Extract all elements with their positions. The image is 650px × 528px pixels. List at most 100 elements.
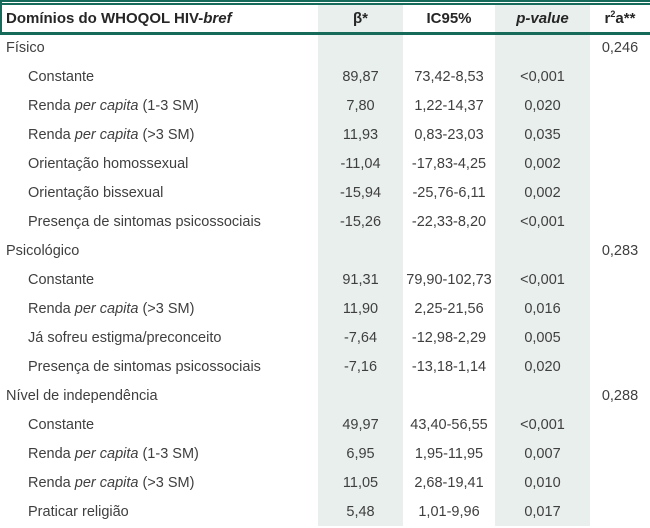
row-label-suffix: (>3 SM) xyxy=(138,126,195,143)
table-row: Orientação homossexual -11,04 -17,83-4,2… xyxy=(0,149,650,178)
table-row: Presença de sintomas psicossociais -7,16… xyxy=(0,352,650,381)
row-label-italic: per capita xyxy=(74,126,139,143)
ic95-value-cell: -17,83-4,25 xyxy=(411,155,487,172)
pvalue-cell: 0,020 xyxy=(495,352,590,381)
r2a-value-cell xyxy=(590,149,650,178)
r2a-value-cell xyxy=(590,410,650,439)
row-label: Renda xyxy=(28,97,75,114)
r2a-value-cell xyxy=(590,468,650,497)
header-title-text: Domínios do WHOQOL HIV- xyxy=(6,9,204,27)
row-label: Orientação bissexual xyxy=(28,184,164,201)
beta-value-cell: 89,87 xyxy=(318,62,403,91)
column-header-ic95: IC95% xyxy=(403,5,495,35)
beta-value-cell: 11,93 xyxy=(318,120,403,149)
row-label: Renda xyxy=(28,300,75,317)
ic95-value-cell: -22,33-8,20 xyxy=(411,213,487,230)
ic95-value-cell: 73,42-8,53 xyxy=(414,68,484,85)
table-row: Renda per capita (>3 SM) 11,93 0,83-23,0… xyxy=(0,120,650,149)
ic95-value-cell: -12,98-2,29 xyxy=(411,329,487,346)
table-row: Nível de independência 0,288 xyxy=(0,381,650,410)
table-row: Constante 91,31 79,90-102,73 <0,001 xyxy=(0,265,650,294)
row-label-italic: per capita xyxy=(74,474,139,491)
header-title-italic: bref xyxy=(203,9,232,27)
r2a-value-cell xyxy=(590,120,650,149)
ic95-value-cell xyxy=(403,381,495,410)
pvalue-cell: <0,001 xyxy=(495,265,590,294)
row-label: Constante xyxy=(28,68,95,85)
regression-results-table: Domínios do WHOQOL HIV-bref β* IC95% p-v… xyxy=(0,5,650,526)
table-body: Físico 0,246 Constante 89,87 73,42-8,53 … xyxy=(0,33,650,526)
pvalue-cell: 0,010 xyxy=(495,468,590,497)
r2a-value-cell xyxy=(590,91,650,120)
pvalue-cell: 0,035 xyxy=(495,120,590,149)
row-label: Já sofreu estigma/preconceito xyxy=(28,329,222,346)
row-label-cell: Físico xyxy=(0,33,318,62)
row-label-cell: Constante xyxy=(0,410,318,439)
beta-value-cell: 11,90 xyxy=(318,294,403,323)
pvalue-cell: 0,017 xyxy=(495,497,590,526)
beta-value-cell: -15,94 xyxy=(318,178,403,207)
beta-value-cell: 5,48 xyxy=(318,497,403,526)
column-header-pvalue: p-value xyxy=(495,5,590,35)
r2a-value-cell: 0,246 xyxy=(601,40,639,57)
pvalue-cell xyxy=(495,236,590,265)
row-label: Psicológico xyxy=(6,242,80,259)
pvalue-cell: 0,002 xyxy=(495,149,590,178)
table-row: Renda per capita (1-3 SM) 6,95 1,95-11,9… xyxy=(0,439,650,468)
table-row: Psicológico 0,283 xyxy=(0,236,650,265)
beta-value-cell xyxy=(318,381,403,410)
table-row: Renda per capita (>3 SM) 11,05 2,68-19,4… xyxy=(0,468,650,497)
row-label-suffix: (1-3 SM) xyxy=(138,445,199,462)
beta-value-cell: -15,26 xyxy=(318,207,403,236)
ic95-value-cell: -13,18-1,14 xyxy=(411,358,487,375)
pvalue-cell: <0,001 xyxy=(495,410,590,439)
row-label: Presença de sintomas psicossociais xyxy=(28,213,261,230)
row-label-cell: Nível de independência xyxy=(0,381,318,410)
ic95-value-cell xyxy=(403,236,495,265)
ic95-value-cell: 0,83-23,03 xyxy=(414,126,484,143)
r2a-value-cell xyxy=(590,352,650,381)
row-label: Nível de independência xyxy=(6,387,158,404)
row-label-cell: Renda per capita (1-3 SM) xyxy=(0,439,318,468)
table-row: Praticar religião 5,48 1,01-9,96 0,017 xyxy=(0,497,650,526)
beta-value-cell: 49,97 xyxy=(318,410,403,439)
column-header-r2a: r2a** xyxy=(590,5,650,35)
table-row: Presença de sintomas psicossociais -15,2… xyxy=(0,207,650,236)
pvalue-cell: 0,016 xyxy=(495,294,590,323)
table-row: Físico 0,246 xyxy=(0,33,650,62)
row-label: Renda xyxy=(28,445,75,462)
r2a-value-cell xyxy=(590,62,650,91)
row-label-cell: Renda per capita (>3 SM) xyxy=(0,468,318,497)
r2a-value-cell xyxy=(590,178,650,207)
row-label: Renda xyxy=(28,126,75,143)
table-top-double-border xyxy=(0,0,650,5)
row-label: Presença de sintomas psicossociais xyxy=(28,358,261,375)
ic95-value-cell: -25,76-6,11 xyxy=(412,184,486,201)
beta-value-cell: 11,05 xyxy=(318,468,403,497)
pvalue-cell xyxy=(495,33,590,62)
ic95-value-cell: 2,68-19,41 xyxy=(414,474,484,491)
row-label-suffix: (>3 SM) xyxy=(138,300,195,317)
row-label-suffix: (1-3 SM) xyxy=(138,97,199,114)
row-label-cell: Constante xyxy=(0,62,318,91)
row-label: Físico xyxy=(6,40,45,57)
row-label-cell: Praticar religião xyxy=(0,497,318,526)
pvalue-cell: 0,020 xyxy=(495,91,590,120)
beta-value-cell xyxy=(318,33,403,62)
beta-value-cell: 91,31 xyxy=(318,265,403,294)
row-label-italic: per capita xyxy=(74,445,139,462)
column-header-beta: β* xyxy=(318,5,403,35)
row-label: Constante xyxy=(28,271,95,288)
beta-value-cell: 6,95 xyxy=(318,439,403,468)
table-row: Constante 49,97 43,40-56,55 <0,001 xyxy=(0,410,650,439)
table-row: Orientação bissexual -15,94 -25,76-6,11 … xyxy=(0,178,650,207)
row-label-suffix: (>3 SM) xyxy=(138,474,195,491)
r2a-value-cell: 0,283 xyxy=(601,242,639,259)
pvalue-cell: 0,002 xyxy=(495,178,590,207)
row-label-cell: Orientação bissexual xyxy=(0,178,318,207)
header-left-border xyxy=(0,0,2,34)
row-label-cell: Orientação homossexual xyxy=(0,149,318,178)
row-label-cell: Presença de sintomas psicossociais xyxy=(0,352,318,381)
ic95-value-cell: 43,40-56,55 xyxy=(410,416,488,433)
pvalue-cell: <0,001 xyxy=(495,207,590,236)
